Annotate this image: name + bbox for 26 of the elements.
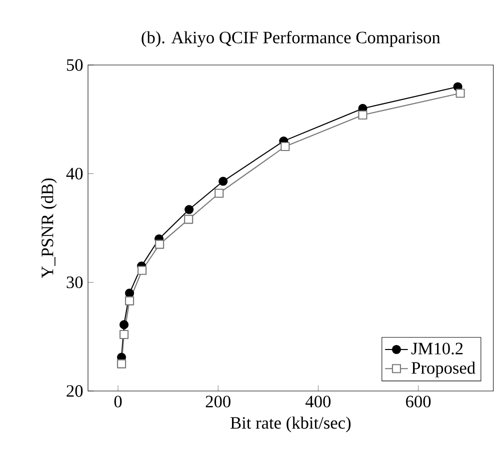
chart-title: (b). Akiyo QCIF Performance Comparison <box>142 31 440 47</box>
x-tick-label: 400 <box>306 396 331 408</box>
x-tick-label: 0 <box>114 396 122 408</box>
point <box>218 176 228 186</box>
point <box>456 88 465 98</box>
y-tick-label: 30 <box>66 276 83 288</box>
x-tick-label: 600 <box>406 396 431 408</box>
point <box>358 110 368 120</box>
point <box>120 330 129 340</box>
x-axis-title: Bit rate (kbit/sec) <box>230 416 351 432</box>
point <box>155 240 164 249</box>
point <box>116 359 126 368</box>
point <box>138 266 147 275</box>
point <box>214 188 224 198</box>
legend-label: Proposed <box>412 362 476 378</box>
point <box>184 214 194 224</box>
point <box>120 320 129 330</box>
legend-label: JM10.2 <box>411 342 463 355</box>
point <box>125 296 134 306</box>
y-tick-label: 40 <box>66 168 83 180</box>
y-tick-label: 20 <box>66 385 83 397</box>
x-tick-label: 200 <box>206 396 230 408</box>
point <box>280 142 290 152</box>
y-axis-title: Y_PSNR (dB) <box>41 178 57 278</box>
y-tick-label: 50 <box>66 59 83 71</box>
point <box>184 204 194 214</box>
